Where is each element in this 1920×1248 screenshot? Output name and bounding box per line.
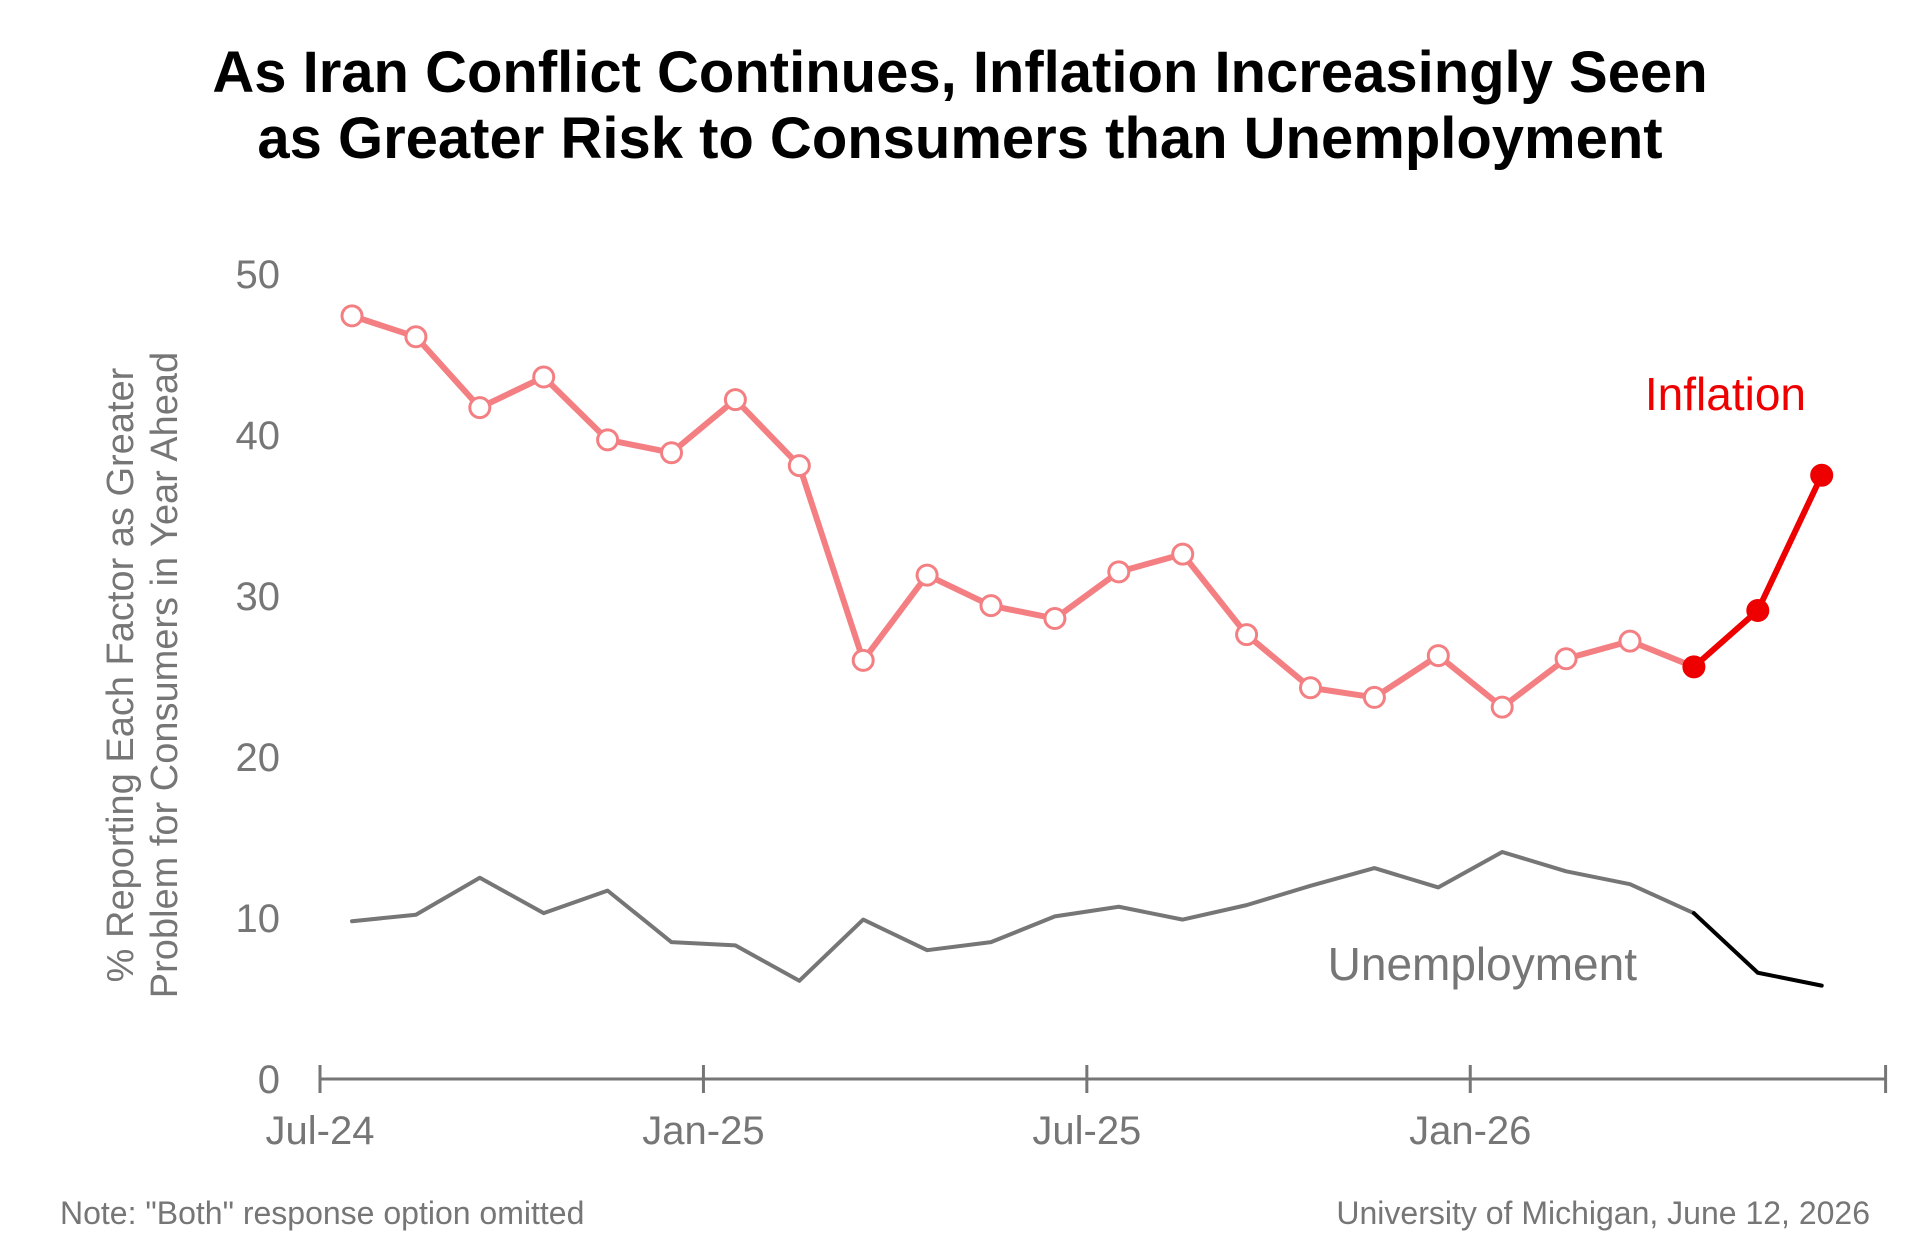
chart-title-line-1: As Iran Conflict Continues, Inflation In… — [212, 40, 1708, 105]
data-point-inflation — [1554, 647, 1578, 671]
x-tick-label: Jul-25 — [1032, 1109, 1141, 1153]
data-point-inflation — [1618, 629, 1642, 653]
y-tick-label: 0 — [258, 1058, 280, 1102]
data-point-inflation — [979, 594, 1003, 618]
data-point-inflation — [1490, 695, 1514, 719]
x-tick-label: Jan-25 — [642, 1109, 764, 1153]
series-line-unemployment — [350, 849, 1696, 983]
data-point-inflation — [1682, 655, 1706, 679]
data-point-inflation — [1810, 463, 1834, 487]
chart-title-line-2: as Greater Risk to Consumers than Unempl… — [257, 106, 1663, 171]
y-tick-label: 20 — [236, 736, 281, 780]
series-line-inflation-recent — [1690, 472, 1825, 670]
data-point-inflation — [915, 563, 939, 587]
data-point-inflation — [1043, 607, 1067, 631]
data-point-inflation — [404, 325, 428, 349]
data-point-inflation — [532, 365, 556, 389]
chart-title: As Iran Conflict Continues, Inflation In… — [0, 40, 1920, 172]
data-point-inflation — [596, 428, 620, 452]
data-point-inflation — [723, 388, 747, 412]
data-point-inflation — [851, 648, 875, 672]
x-tick-label: Jan-26 — [1409, 1109, 1531, 1153]
x-tick-label: Jul-24 — [266, 1109, 375, 1153]
data-point-inflation — [660, 441, 683, 465]
chart-note: Note: "Both" response option omitted — [60, 1195, 585, 1231]
data-point-inflation — [1746, 598, 1770, 622]
series-line-unemployment-recent — [1691, 911, 1824, 988]
series-layer — [340, 304, 1834, 988]
y-tick-label: 40 — [236, 414, 281, 458]
data-point-inflation — [468, 396, 492, 420]
data-point-inflation — [1235, 623, 1259, 647]
y-tick-label: 10 — [236, 897, 281, 941]
series-label-unemployment: Unemployment — [1328, 938, 1638, 990]
chart-axes: Jul-24 Jan-25 Jul-25 Jan-26 0 10 20 30 40 50 — [236, 253, 1888, 1153]
y-tick-label: 30 — [236, 575, 281, 619]
data-point-inflation — [340, 304, 364, 328]
data-point-inflation — [1362, 685, 1386, 709]
data-point-inflation — [787, 454, 811, 478]
data-point-inflation — [1299, 676, 1322, 700]
y-tick-label: 50 — [236, 253, 281, 297]
series-line-inflation — [349, 312, 1697, 711]
series-label-inflation: Inflation — [1645, 368, 1806, 420]
data-point-inflation — [1107, 560, 1131, 584]
chart-source: University of Michigan, June 12, 2026 — [1336, 1195, 1870, 1231]
data-point-inflation — [1426, 644, 1450, 668]
data-point-inflation — [1171, 542, 1195, 566]
